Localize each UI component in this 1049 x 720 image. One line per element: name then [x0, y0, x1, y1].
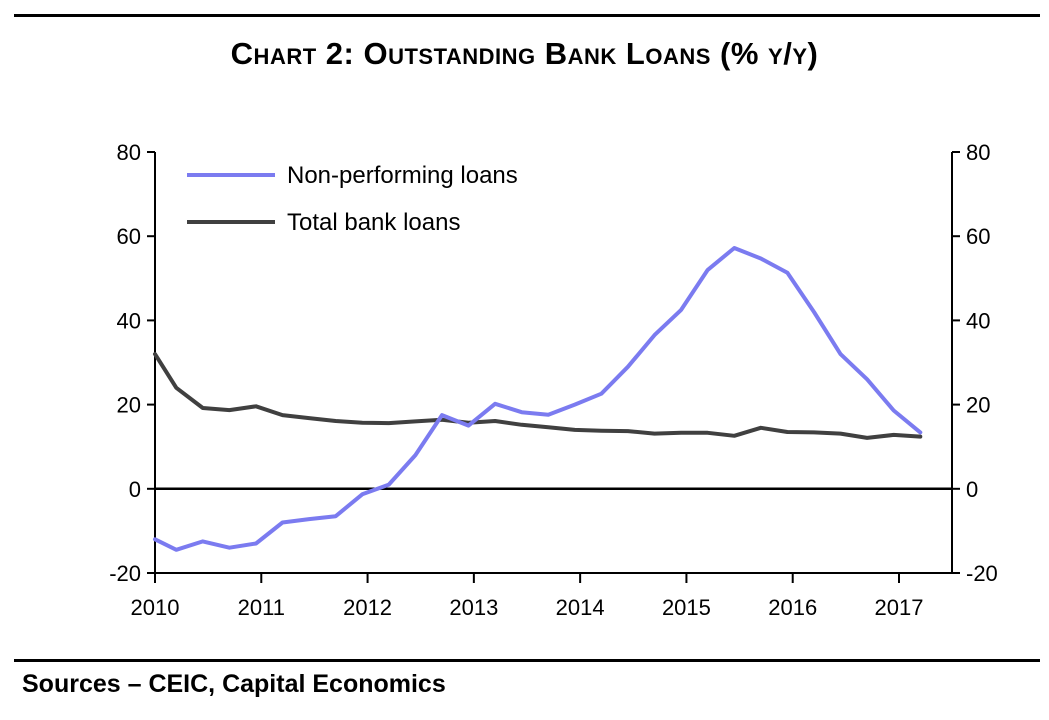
x-tick-label: 2010	[131, 595, 180, 620]
x-tick-label: 2017	[875, 595, 924, 620]
series-line-non-performing-loans	[153, 246, 923, 552]
x-tick-label: 2016	[768, 595, 817, 620]
right-y-tick-label: 0	[966, 477, 978, 502]
legend-label-non-performing-loans: Non-performing loans	[287, 162, 518, 189]
x-tick-label: 2012	[343, 595, 392, 620]
left-y-tick-label: -20	[109, 561, 141, 586]
top-rule	[14, 14, 1040, 17]
right-y-tick-label: 40	[966, 308, 990, 333]
right-y-tick-label: -20	[966, 561, 998, 586]
left-y-tick-label: 20	[117, 393, 141, 418]
left-y-tick-label: 60	[117, 224, 141, 249]
right-y-tick-label: 20	[966, 393, 990, 418]
x-tick-label: 2011	[238, 595, 285, 620]
x-tick-label: 2013	[449, 595, 498, 620]
sources-note: Sources – CEIC, Capital Economics	[22, 670, 446, 698]
legend-label-total-bank-loans: Total bank loans	[287, 209, 460, 236]
x-tick-label: 2015	[662, 595, 711, 620]
chart-axes: 80 80 60 60 40 40 20 20 0 0 -20 -20 2010 2011 2012 2013…	[109, 140, 998, 620]
chart-legend: Non-performing loans Total bank loans	[187, 162, 518, 236]
left-y-tick-label: 40	[117, 308, 141, 333]
chart-title: Chart 2: Outstanding Bank Loans (% y/y)	[230, 36, 819, 71]
bottom-rule	[14, 659, 1040, 662]
right-y-tick-label: 80	[966, 140, 990, 165]
series-layer	[153, 246, 923, 552]
left-y-tick-label: 0	[129, 477, 141, 502]
left-y-tick-label: 80	[117, 140, 141, 165]
right-y-tick-label: 60	[966, 224, 990, 249]
x-tick-label: 2014	[556, 595, 605, 620]
line-chart: 80 80 60 60 40 40 20 20 0 0 -20 -20 2010 2011 2012 2013…	[109, 140, 998, 620]
series-line-total-bank-loans	[153, 352, 923, 440]
